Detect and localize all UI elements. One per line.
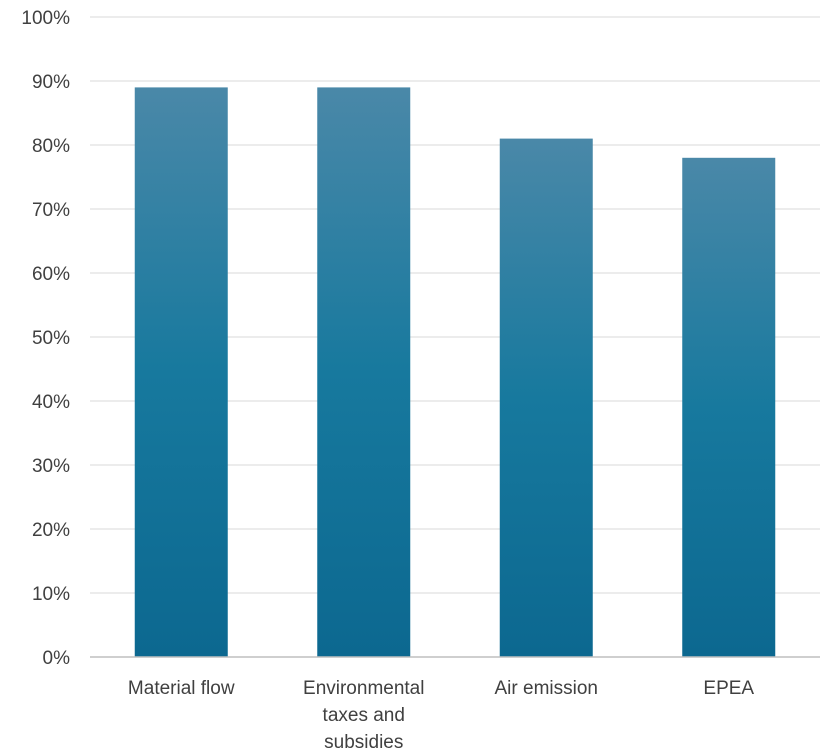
- y-tick-label: 50%: [32, 328, 70, 349]
- bar: [317, 87, 411, 657]
- x-category-label: Environmental taxes and subsidies: [303, 678, 424, 752]
- bars: [134, 87, 776, 658]
- x-category-label: Material flow: [128, 678, 235, 699]
- y-tick-label: 10%: [32, 584, 70, 605]
- bar: [134, 87, 228, 657]
- y-tick-label: 80%: [32, 136, 70, 157]
- bar: [499, 138, 593, 658]
- y-tick-label: 70%: [32, 200, 70, 221]
- y-tick-label: 100%: [21, 8, 70, 29]
- y-tick-label: 20%: [32, 520, 70, 541]
- y-tick-label: 60%: [32, 264, 70, 285]
- bar: [682, 157, 776, 658]
- y-tick-label: 0%: [43, 648, 71, 669]
- x-category-label: EPEA: [703, 678, 754, 699]
- y-axis-tick-labels: 0% 10% 20% 30% 40% 50% 60% 70% 80% 90% 100%: [21, 8, 70, 669]
- x-axis-category-labels: Material flow Environmental taxes and subsi…: [128, 678, 754, 752]
- y-tick-label: 40%: [32, 392, 70, 413]
- y-tick-label: 30%: [32, 456, 70, 477]
- x-category-label: Air emission: [495, 678, 598, 699]
- y-tick-label: 90%: [32, 72, 70, 93]
